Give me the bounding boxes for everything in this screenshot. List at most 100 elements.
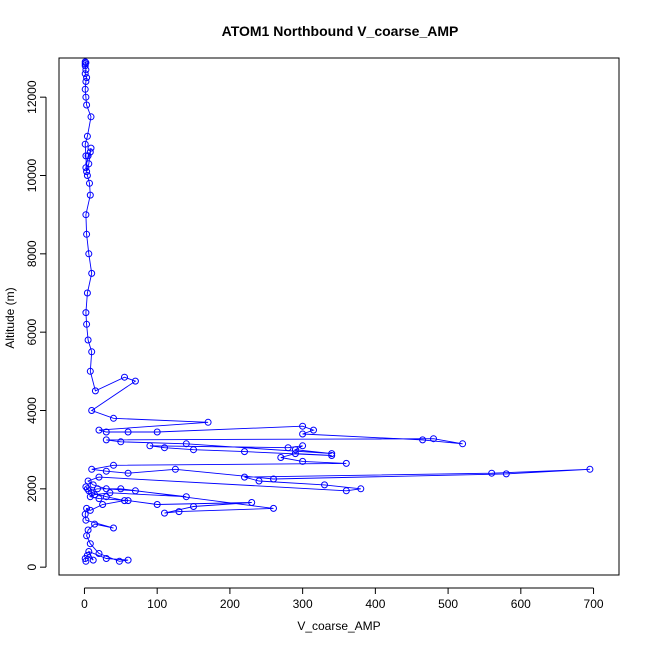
- x-tick-label: 0: [81, 597, 88, 611]
- data-point: [99, 501, 107, 508]
- data-point: [81, 70, 89, 78]
- y-tick-label: 6000: [25, 318, 39, 345]
- data-point: [110, 461, 117, 469]
- x-tick-label: 400: [365, 597, 385, 611]
- y-tick-label: 10000: [25, 158, 39, 192]
- data-point: [82, 59, 90, 67]
- data-point: [82, 211, 90, 219]
- data-point: [86, 493, 94, 501]
- data-point: [82, 93, 90, 101]
- data-point: [284, 444, 292, 452]
- data-point: [87, 144, 95, 152]
- data-point: [83, 101, 91, 109]
- data-point: [83, 551, 91, 559]
- data-point: [81, 62, 89, 70]
- data-point: [146, 442, 154, 450]
- data-point: [82, 152, 90, 160]
- data-point: [95, 426, 103, 434]
- data-point: [190, 503, 197, 510]
- data-point: [270, 504, 277, 512]
- y-tick-label: 8000: [25, 240, 39, 267]
- data-point: [88, 407, 96, 414]
- data-point: [241, 473, 248, 481]
- data-point: [121, 373, 128, 381]
- data-point: [161, 444, 168, 452]
- data-point: [91, 520, 99, 528]
- data-point: [82, 78, 90, 85]
- data-point: [102, 555, 110, 562]
- data-point: [86, 179, 93, 187]
- data-point: [88, 269, 96, 277]
- series-line: [84, 61, 590, 562]
- plot-frame: [58, 57, 620, 576]
- data-point: [117, 485, 125, 493]
- data-point: [110, 524, 117, 532]
- data-point: [85, 250, 93, 258]
- data-point: [102, 428, 110, 436]
- data-point: [86, 506, 94, 514]
- y-tick-label: 12000: [25, 80, 39, 114]
- data-point: [85, 160, 93, 168]
- data-point: [241, 448, 248, 456]
- data-point: [310, 426, 317, 434]
- data-point: [95, 495, 103, 503]
- data-point: [102, 493, 110, 501]
- data-point: [502, 470, 510, 478]
- chart-title: ATOM1 Northbound V_coarse_AMP: [222, 23, 459, 39]
- data-point: [81, 60, 89, 68]
- data-point: [299, 430, 307, 438]
- data-point: [277, 454, 285, 461]
- data-point: [586, 465, 594, 473]
- data-point: [321, 481, 328, 489]
- data-point: [459, 440, 467, 448]
- data-point: [81, 58, 89, 66]
- data-point: [88, 465, 96, 473]
- data-point: [83, 320, 91, 328]
- x-tick-label: 200: [220, 597, 240, 611]
- data-point: [85, 548, 93, 555]
- data-point: [270, 475, 277, 483]
- data-point: [171, 465, 179, 473]
- y-tick-label: 2000: [25, 475, 39, 502]
- data-point: [248, 499, 256, 506]
- data-point: [328, 450, 336, 458]
- data-point: [175, 508, 183, 516]
- data-point: [88, 348, 96, 356]
- data-point: [89, 481, 97, 489]
- data-point: [291, 450, 299, 458]
- data-point: [95, 473, 103, 481]
- data-point: [86, 367, 94, 375]
- data-point: [204, 418, 212, 426]
- data-point: [488, 469, 496, 477]
- y-tick-label: 0: [25, 564, 39, 571]
- data-point: [190, 446, 197, 454]
- data-point: [328, 452, 336, 459]
- data-point: [342, 487, 350, 495]
- data-point: [357, 485, 365, 493]
- data-point: [110, 414, 117, 422]
- data-point: [83, 172, 91, 179]
- data-point: [87, 113, 95, 121]
- data-point: [102, 467, 110, 475]
- data-point: [255, 477, 263, 485]
- data-point: [182, 440, 190, 448]
- data-point: [121, 497, 128, 505]
- y-axis-label: Altitude (m): [3, 287, 17, 348]
- data-point: [94, 485, 101, 493]
- data-point: [299, 422, 307, 430]
- data-point: [84, 336, 92, 344]
- x-tick-label: 100: [147, 597, 167, 611]
- data-point: [83, 230, 91, 238]
- data-point: [124, 428, 132, 436]
- data-point: [124, 497, 132, 505]
- data-point: [291, 446, 299, 454]
- data-point: [86, 191, 94, 199]
- x-tick-label: 700: [584, 597, 604, 611]
- data-point: [83, 74, 91, 82]
- data-point: [84, 526, 92, 534]
- data-point: [124, 556, 132, 564]
- data-point: [117, 438, 125, 446]
- data-point: [153, 428, 161, 436]
- x-axis-label: V_coarse_AMP: [297, 619, 380, 633]
